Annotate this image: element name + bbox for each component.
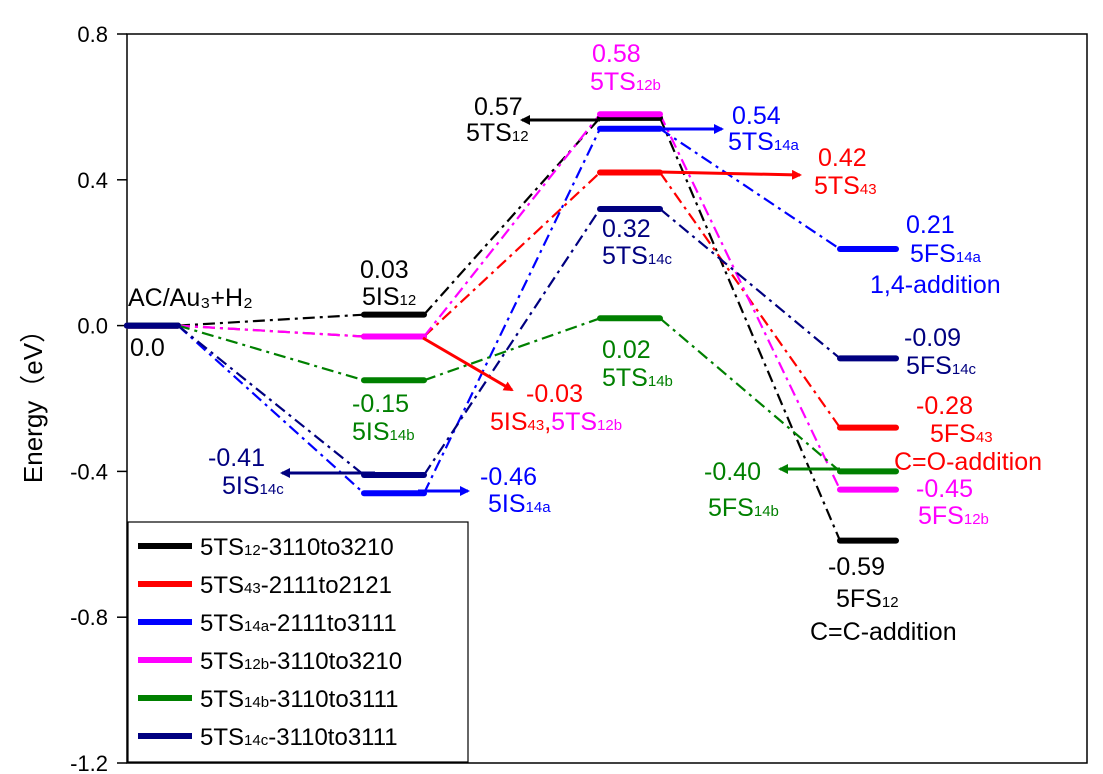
connector-5TS14c [659, 208, 841, 360]
is14b-name-label: 5IS14b [352, 418, 415, 446]
ts43-value-label: 0.42 [818, 144, 867, 172]
ts12-name-label: 5TS12 [466, 119, 529, 147]
y-tick-label: 0.4 [77, 168, 108, 193]
ts14a-value-label: 0.54 [732, 102, 781, 130]
connector-5TS14c [177, 324, 365, 476]
legend-label-5TS12: 5TS12-3110to3210 [200, 534, 394, 561]
y-tick-label: -0.4 [70, 459, 108, 484]
ts12b-name-label: 5TS12b [590, 68, 661, 96]
fs43-name-label: 5FS43 [930, 420, 993, 448]
fs12b-value-label: -0.45 [916, 475, 973, 503]
y-tick-label: -1.2 [70, 751, 108, 774]
is14b-value-label: -0.15 [352, 390, 409, 418]
is12-value-label: 0.03 [360, 256, 409, 284]
is43-value-label: -0.03 [526, 380, 583, 408]
arrow-is43 [422, 336, 514, 392]
connector-5TS12b [177, 324, 365, 338]
connector-5TS12 [177, 313, 365, 327]
fs14b-name-label: 5FS14b [708, 494, 779, 522]
connector-5TS14a [177, 324, 365, 495]
fs14b-value-label: -0.40 [704, 458, 761, 486]
connector-5TS14c [423, 208, 601, 476]
ts14a-name-label: 5TS14a [728, 128, 800, 156]
fs43-value-label: -0.28 [916, 392, 973, 420]
ts12b-value-label: 0.58 [592, 40, 641, 68]
is12-name-label: 5IS12 [362, 283, 416, 311]
legend-label-5TS14b: 5TS14b-3110to3111 [200, 686, 399, 713]
start-name-label: AC/Au₃+H₂ [128, 284, 253, 312]
fs14c-name-label: 5FS14c [906, 352, 977, 380]
fs14a-note-label: 1,4-addition [870, 271, 1001, 299]
legend-label-5TS12b: 5TS12b-3110to3210 [200, 648, 402, 675]
fs12-name-label: 5FS12 [836, 585, 899, 613]
connector-5TS14a [659, 127, 841, 250]
is14c-name-label: 5IS14c [222, 472, 284, 500]
legend: 5TS12-3110to3210 5TS43-2111to2121 5TS14a-2… [127, 521, 469, 763]
is43-name-label: 5IS43,5TS12b [490, 408, 622, 436]
is14c-value-label: -0.41 [208, 444, 265, 472]
series-connectors [177, 113, 842, 542]
y-tick-label: -0.8 [70, 605, 108, 630]
y-tick-label: 0.8 [77, 22, 108, 47]
ts14c-value-label: 0.32 [602, 215, 651, 243]
legend-label-5TS14a: 5TS14a-2111to3111 [200, 610, 397, 637]
connector-5TS14b [659, 317, 841, 473]
fs14c-value-label: -0.09 [904, 324, 961, 352]
y-tick-label: 0.0 [77, 314, 108, 339]
ts14c-name-label: 5TS14c [602, 242, 673, 270]
y-axis-label: Energy（eV） [18, 317, 48, 483]
level-labels: AC/Au₃+H₂ 0.0 0.03 5IS12 -0.03 5IS43,5TS… [128, 40, 1042, 646]
annotation-arrows [280, 115, 840, 496]
connector-5TS14b [423, 317, 601, 382]
arrow-ts43 [659, 169, 802, 180]
connector-5TS14b [177, 324, 365, 382]
ts14b-value-label: 0.02 [602, 336, 651, 364]
ts43-name-label: 5TS43 [814, 172, 877, 200]
plot-frame [126, 33, 1088, 764]
ts14b-name-label: 5TS14b [602, 364, 673, 392]
is14a-name-label: 5IS14a [488, 490, 551, 518]
connector-5TS12b [423, 113, 601, 338]
legend-label-5TS14c: 5TS14c-3110to3111 [200, 724, 398, 751]
fs12-note-label: C=C-addition [810, 618, 957, 646]
connector-5TS43 [423, 171, 601, 338]
connector-5TS12b [659, 113, 841, 491]
ts12-value-label: 0.57 [474, 93, 523, 121]
fs12b-name-label: 5FS12b [918, 502, 989, 530]
fs43-note-label: C=O-addition [894, 448, 1042, 476]
energy-levels [124, 111, 899, 544]
legend-box [127, 521, 469, 763]
start-value-label: 0.0 [130, 334, 165, 362]
fs14a-value-label: 0.21 [906, 211, 955, 239]
fs12-value-label: -0.59 [828, 553, 885, 581]
connector-5TS12 [423, 117, 601, 316]
y-ticks: 0.8 0.4 0.0 -0.4 -0.8 -1.2 [70, 22, 127, 774]
legend-label-5TS43: 5TS43-2111to2121 [200, 572, 392, 599]
fs14a-name-label: 5FS14a [910, 240, 982, 268]
is14a-value-label: -0.46 [480, 463, 537, 491]
